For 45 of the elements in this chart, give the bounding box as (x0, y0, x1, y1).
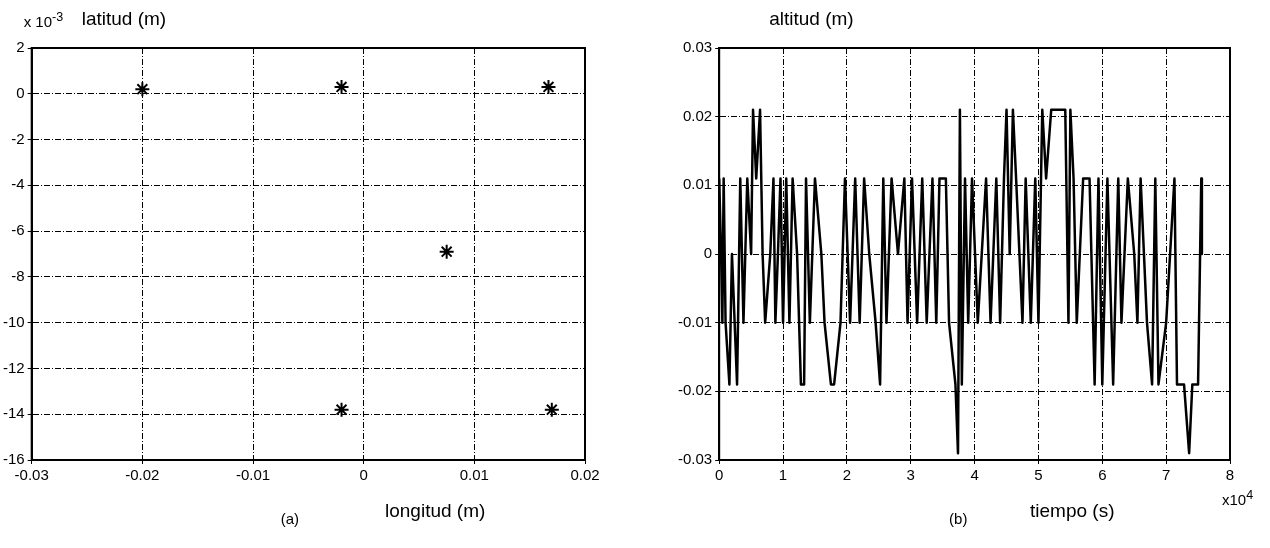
y-tick-label: -6 (11, 221, 25, 239)
y-tick-label: -12 (2, 358, 25, 376)
x-tick-label: 6 (1098, 466, 1107, 484)
x-tick-label: -0.02 (125, 466, 160, 484)
x-tick-label: 0.02 (570, 466, 600, 484)
point (333, 78, 350, 95)
y-tick-label: -2 (11, 129, 25, 147)
y-tick-label: -8 (11, 267, 25, 285)
x-tick-label: 4 (970, 466, 979, 484)
x-tick-label: 0.01 (459, 466, 489, 484)
text: x10$^{4}$ (1222, 488, 1254, 508)
x-tick-label: 0 (715, 466, 724, 484)
text: (a) (280, 510, 300, 527)
point (438, 243, 455, 260)
point (134, 81, 151, 98)
y-tick-label: 0.01 (682, 175, 713, 193)
point (540, 78, 557, 95)
y-tick-label: -14 (2, 404, 25, 422)
text: x 10$^{-3}$ (23, 10, 64, 30)
x-tick-label: 1 (778, 466, 788, 484)
y-tick-label: -10 (2, 312, 25, 330)
x-tick-label: 5 (1034, 466, 1043, 484)
y-tick-label: -4 (11, 175, 25, 193)
x-tick-label: 0 (359, 466, 368, 484)
x-tick-label: 8 (1225, 466, 1235, 484)
point (333, 401, 350, 418)
y-tick-label: -0.01 (677, 312, 713, 330)
x-tick-label: 7 (1161, 466, 1171, 484)
x-axis-title: tiempo (s) (1030, 500, 1115, 522)
y-tick-label: 0.02 (682, 106, 713, 124)
y-axis-title: latitud (m) (81, 8, 167, 30)
y-tick-label: -0.03 (677, 450, 713, 468)
y-tick-label: -0.02 (677, 381, 713, 399)
y-tick-label: 0 (16, 83, 25, 101)
text: (b) (949, 510, 968, 527)
y-tick-label: 0 (703, 244, 713, 262)
y-axis-title: altitud (m) (769, 8, 854, 30)
point (543, 401, 560, 418)
x-tick-label: -0.01 (235, 466, 271, 484)
x-tick-label: 3 (906, 466, 915, 484)
y-tick-label: 0.03 (682, 38, 713, 56)
y-tick-label: -16 (2, 450, 25, 468)
x-tick-label: 2 (842, 466, 852, 484)
y-tick-label: 2 (16, 38, 25, 56)
x-axis-title: longitud (m) (385, 500, 486, 522)
